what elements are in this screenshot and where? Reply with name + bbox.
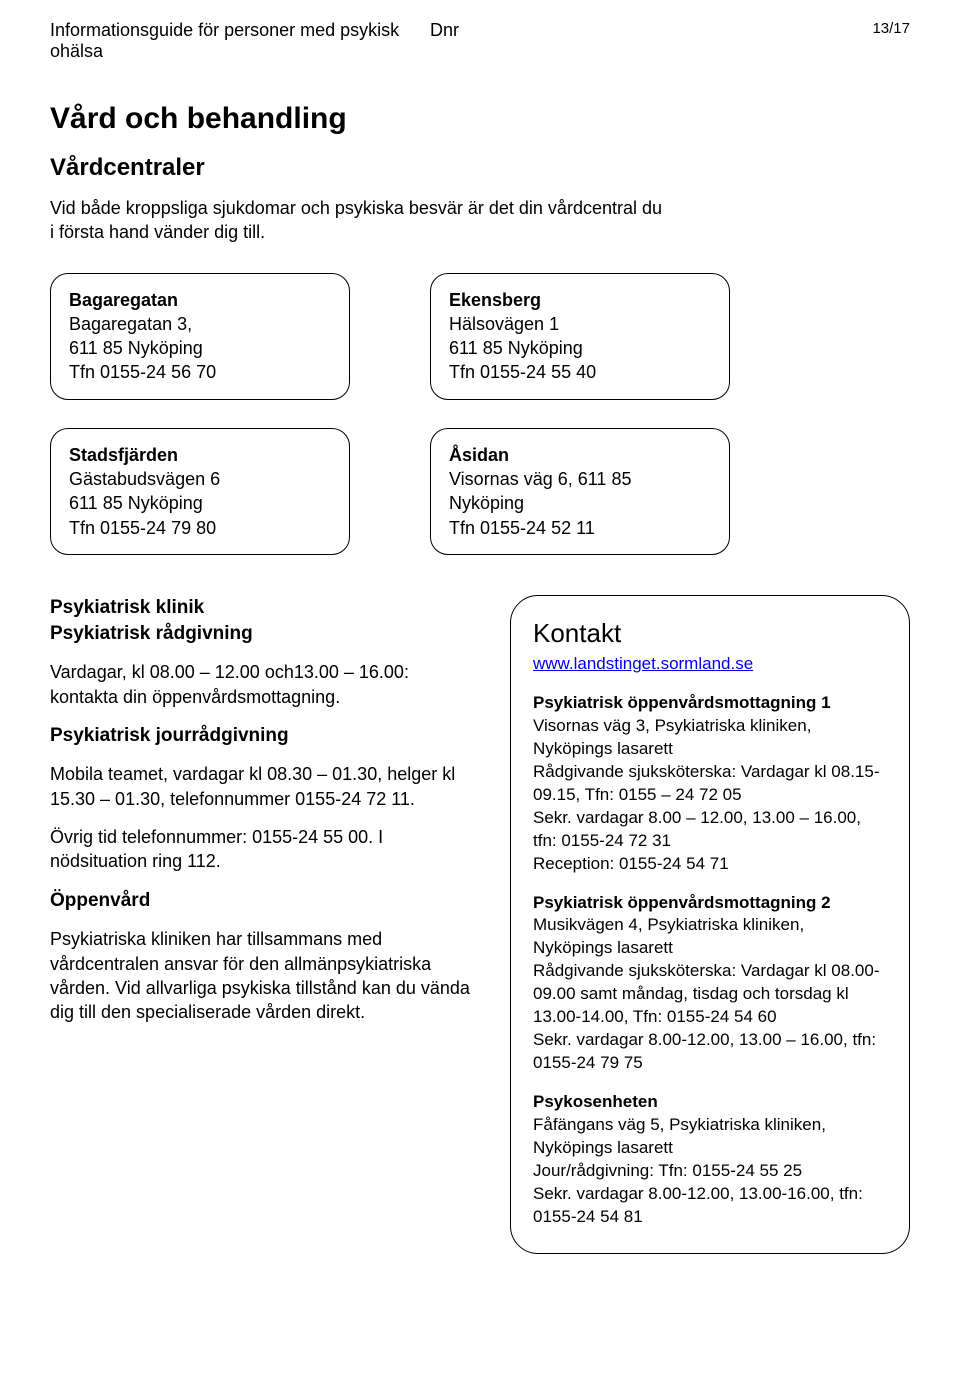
card-ekensberg: Ekensberg Hälsovägen 1 611 85 Nyköping T… <box>430 273 730 400</box>
card-line: Bagaregatan 3, <box>69 312 331 336</box>
card-line: 611 85 Nyköping <box>69 491 331 515</box>
mottagning-1-title: Psykiatrisk öppenvårdsmottagning 1 <box>533 692 887 715</box>
mottagning-1-body: Visornas väg 3, Psykiatriska kliniken, N… <box>533 715 887 876</box>
psykosenheten-body: Fåfängans väg 5, Psykiatriska kliniken, … <box>533 1114 887 1229</box>
kontakt-title: Kontakt <box>533 616 887 651</box>
jourradgivning-body-1: Mobila teamet, vardagar kl 08.30 – 01.30… <box>50 762 470 811</box>
card-asidan: Åsidan Visornas väg 6, 611 85 Nyköping T… <box>430 428 730 555</box>
intro-text: Vid både kroppsliga sjukdomar och psykis… <box>50 196 670 245</box>
card-stadsfjarden: Stadsfjärden Gästabudsvägen 6 611 85 Nyk… <box>50 428 350 555</box>
jourradgivning-title: Psykiatrisk jourrådgivning <box>50 725 289 746</box>
card-line: 611 85 Nyköping <box>69 336 331 360</box>
card-row-2: Stadsfjärden Gästabudsvägen 6 611 85 Nyk… <box>50 428 910 555</box>
card-line: Tfn 0155-24 79 80 <box>69 516 331 540</box>
card-bagaregatan: Bagaregatan Bagaregatan 3, 611 85 Nyköpi… <box>50 273 350 400</box>
card-line: Visornas väg 6, 611 85 <box>449 467 711 491</box>
kontakt-box: Kontakt www.landstinget.sormland.se Psyk… <box>510 595 910 1254</box>
page-title: Vård och behandling <box>50 102 910 136</box>
mottagning-2-body: Musikvägen 4, Psykiatriska kliniken, Nyk… <box>533 914 887 1075</box>
card-title: Bagaregatan <box>69 288 331 312</box>
two-column-section: Psykiatrisk klinik Psykiatrisk rådgivnin… <box>50 595 910 1254</box>
card-line: Tfn 0155-24 56 70 <box>69 360 331 384</box>
header-title: Informationsguide för personer med psyki… <box>50 20 430 62</box>
kontakt-link[interactable]: www.landstinget.sormland.se <box>533 654 753 673</box>
mottagning-2-title: Psykiatrisk öppenvårdsmottagning 2 <box>533 892 887 915</box>
oppenvard-title: Öppenvård <box>50 890 150 911</box>
oppenvard-body: Psykiatriska kliniken har tillsammans me… <box>50 927 470 1024</box>
header-dnr: Dnr <box>430 20 630 62</box>
page-header: Informationsguide för personer med psyki… <box>50 20 910 62</box>
card-line: Gästabudsvägen 6 <box>69 467 331 491</box>
card-row-1: Bagaregatan Bagaregatan 3, 611 85 Nyköpi… <box>50 273 910 400</box>
card-line: Nyköping <box>449 491 711 515</box>
card-line: Tfn 0155-24 55 40 <box>449 360 711 384</box>
header-title-line2: ohälsa <box>50 41 103 61</box>
header-title-line1: Informationsguide för personer med psyki… <box>50 20 399 40</box>
jourradgivning-body-2: Övrig tid telefonnummer: 0155-24 55 00. … <box>50 825 470 874</box>
card-line: Hälsovägen 1 <box>449 312 711 336</box>
psykiatrisk-radgivning-title: Psykiatrisk rådgivning <box>50 623 253 644</box>
left-column: Psykiatrisk klinik Psykiatrisk rådgivnin… <box>50 595 470 1039</box>
card-title: Åsidan <box>449 443 711 467</box>
radgivning-body: Vardagar, kl 08.00 – 12.00 och13.00 – 16… <box>50 660 470 709</box>
card-title: Stadsfjärden <box>69 443 331 467</box>
header-page-number: 13/17 <box>630 20 910 62</box>
card-line: 611 85 Nyköping <box>449 336 711 360</box>
section-vardcentraler: Vårdcentraler <box>50 154 910 182</box>
psykosenheten-title: Psykosenheten <box>533 1091 887 1114</box>
card-line: Tfn 0155-24 52 11 <box>449 516 711 540</box>
psykiatrisk-klinik-title: Psykiatrisk klinik <box>50 597 204 618</box>
card-title: Ekensberg <box>449 288 711 312</box>
